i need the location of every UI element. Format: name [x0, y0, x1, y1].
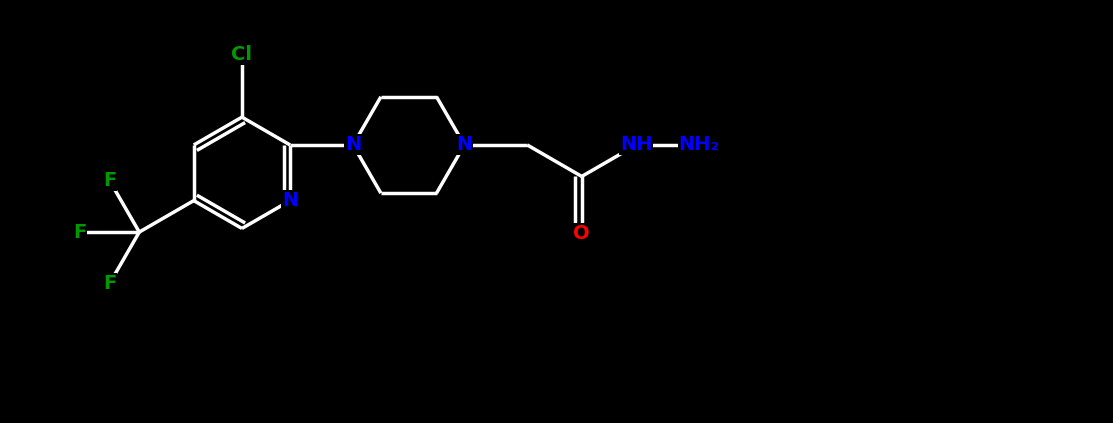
Text: N: N: [282, 191, 298, 210]
Text: N: N: [345, 135, 362, 154]
Text: Cl: Cl: [232, 45, 253, 64]
Text: F: F: [72, 222, 86, 242]
Text: NH₂: NH₂: [679, 135, 720, 154]
Text: N: N: [456, 135, 473, 154]
Text: F: F: [102, 171, 116, 190]
Text: O: O: [573, 223, 590, 242]
Text: F: F: [102, 275, 116, 293]
Text: NH: NH: [620, 135, 652, 154]
